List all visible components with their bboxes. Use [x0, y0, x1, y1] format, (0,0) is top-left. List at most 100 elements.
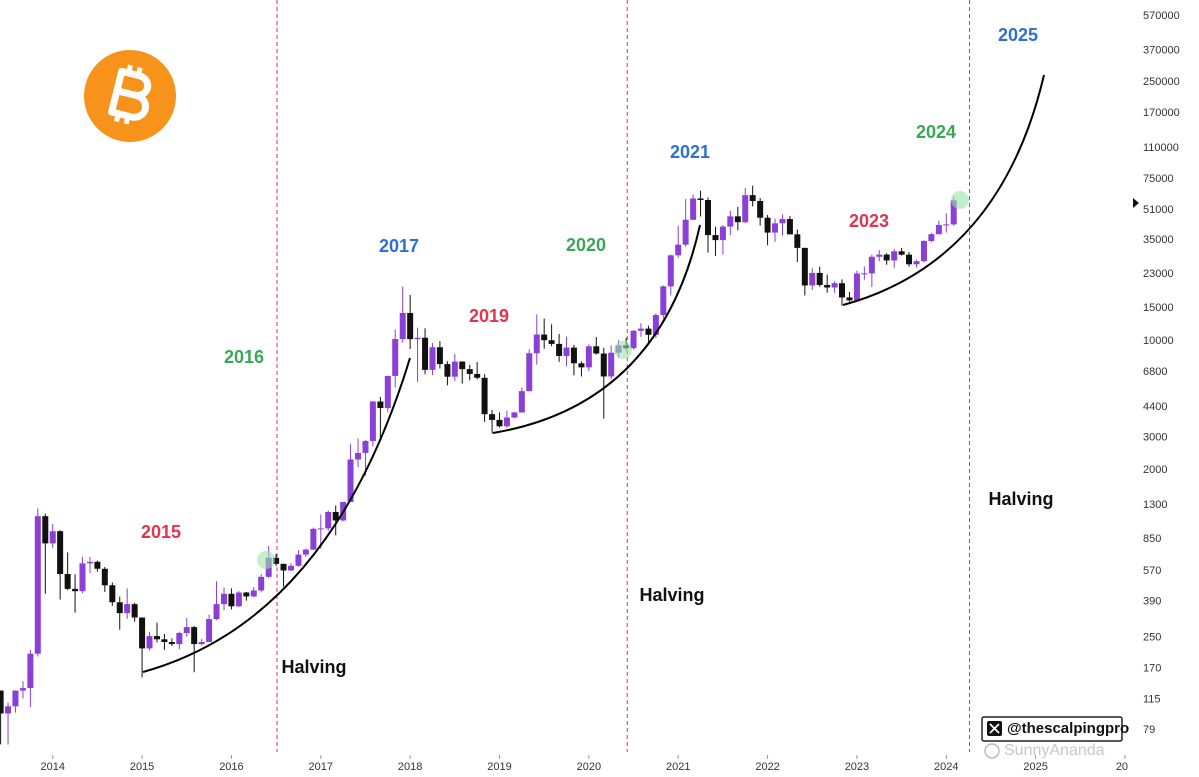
- candle-body: [630, 330, 637, 349]
- candle-body: [868, 256, 875, 274]
- candle-body: [883, 254, 890, 261]
- candle-body: [928, 234, 935, 242]
- candle-body: [109, 585, 116, 603]
- candle-body: [399, 312, 406, 340]
- x-tick-label: 2025: [1023, 761, 1047, 773]
- candle-body: [49, 531, 56, 544]
- candle-body: [474, 373, 481, 378]
- candle-body: [243, 592, 250, 597]
- x-tick-label: 2015: [130, 761, 154, 773]
- candle-body: [801, 247, 808, 286]
- candle-body: [824, 284, 831, 288]
- candle-body: [176, 632, 183, 645]
- candle-body: [749, 195, 756, 202]
- candle-body: [347, 459, 354, 502]
- x-tick-label: 2021: [666, 761, 690, 773]
- candle-body: [325, 511, 332, 529]
- candle-body: [839, 283, 846, 298]
- candle-body: [12, 690, 19, 707]
- annotation: 2019: [469, 306, 509, 326]
- y-tick-label: 15000: [1143, 302, 1174, 314]
- y-tick-label: 370000: [1143, 45, 1180, 57]
- watermark-box: @thescalpingpro: [981, 716, 1129, 742]
- candle-body: [690, 198, 697, 220]
- candle-body: [161, 639, 168, 643]
- highlight: [951, 191, 969, 209]
- candle-body: [86, 561, 93, 564]
- candle-body: [585, 346, 592, 368]
- candle-body: [563, 347, 570, 356]
- candle-body: [273, 557, 280, 564]
- candle-body: [489, 414, 496, 420]
- y-tick-label: 51000: [1143, 204, 1174, 216]
- candle-body: [734, 216, 741, 223]
- candle-body: [451, 361, 458, 377]
- candle-body: [27, 653, 34, 689]
- candle-body: [757, 201, 764, 218]
- candle-body: [608, 352, 615, 377]
- y-tick-label: 170: [1143, 662, 1161, 674]
- candle-body: [198, 642, 205, 645]
- plot: 2014 2015 2016 2017 2018 2019 2020 2021 2022 2023…: [0, 0, 1134, 773]
- candle-body: [600, 353, 607, 377]
- y-tick-label: 79: [1143, 724, 1155, 736]
- candle-body: [779, 219, 786, 224]
- candle-body: [295, 554, 302, 566]
- candle-body: [94, 561, 101, 569]
- candle-body: [407, 312, 414, 340]
- candle-body: [593, 346, 600, 354]
- y-tick-label: 1300: [1143, 499, 1167, 511]
- candle-body: [704, 199, 711, 236]
- candle-body: [221, 593, 228, 605]
- y-tick-label: 250: [1143, 631, 1161, 643]
- credit-icon: [984, 743, 1000, 759]
- candle-body: [288, 565, 295, 571]
- candle-body: [935, 225, 942, 235]
- candle-body: [228, 593, 235, 607]
- candle-body: [280, 563, 287, 571]
- annotation: 2024: [916, 122, 956, 142]
- x-tick-label: 2018: [398, 761, 422, 773]
- candle-body: [310, 528, 317, 550]
- candle-body: [481, 377, 488, 415]
- candle-body: [384, 375, 391, 409]
- x-tick-label: 2023: [845, 761, 869, 773]
- candle-body: [146, 636, 153, 649]
- candle-body: [42, 516, 49, 544]
- candle-body: [377, 401, 384, 409]
- candle-body: [362, 441, 369, 453]
- y-tick-label: 75000: [1143, 173, 1174, 185]
- candle-body: [771, 223, 778, 233]
- candle-body: [503, 417, 510, 427]
- watermark-text: @thescalpingpro: [1007, 720, 1129, 737]
- candle-body: [518, 391, 525, 413]
- candle-body: [34, 516, 41, 654]
- candle-body: [19, 688, 26, 691]
- candle-body: [920, 241, 927, 262]
- candle-body: [794, 234, 801, 248]
- candle-body: [675, 244, 682, 256]
- candle-body: [533, 334, 540, 354]
- candle-body: [183, 627, 190, 633]
- candle-body: [719, 226, 726, 241]
- y-tick-label: 850: [1143, 533, 1161, 545]
- candle-body: [876, 254, 883, 257]
- candle-body: [250, 590, 257, 597]
- y-tick-label: 115: [1143, 694, 1161, 706]
- annotation: Halving: [281, 657, 346, 677]
- candle-body: [809, 272, 816, 286]
- candle-body: [660, 286, 667, 315]
- y-tick-label: 23000: [1143, 268, 1174, 280]
- candle-body: [906, 254, 913, 265]
- watermark-frame: [981, 716, 1123, 742]
- annotation: 2021: [670, 142, 710, 162]
- y-tick-label: 170000: [1143, 107, 1180, 119]
- candle-body: [0, 690, 4, 714]
- candle-body: [667, 255, 674, 287]
- x-logo-mark: [989, 723, 1000, 734]
- candle-body: [302, 549, 309, 555]
- candle-body: [853, 273, 860, 301]
- y-tick-label: 35000: [1143, 234, 1174, 246]
- candle-body: [898, 251, 905, 255]
